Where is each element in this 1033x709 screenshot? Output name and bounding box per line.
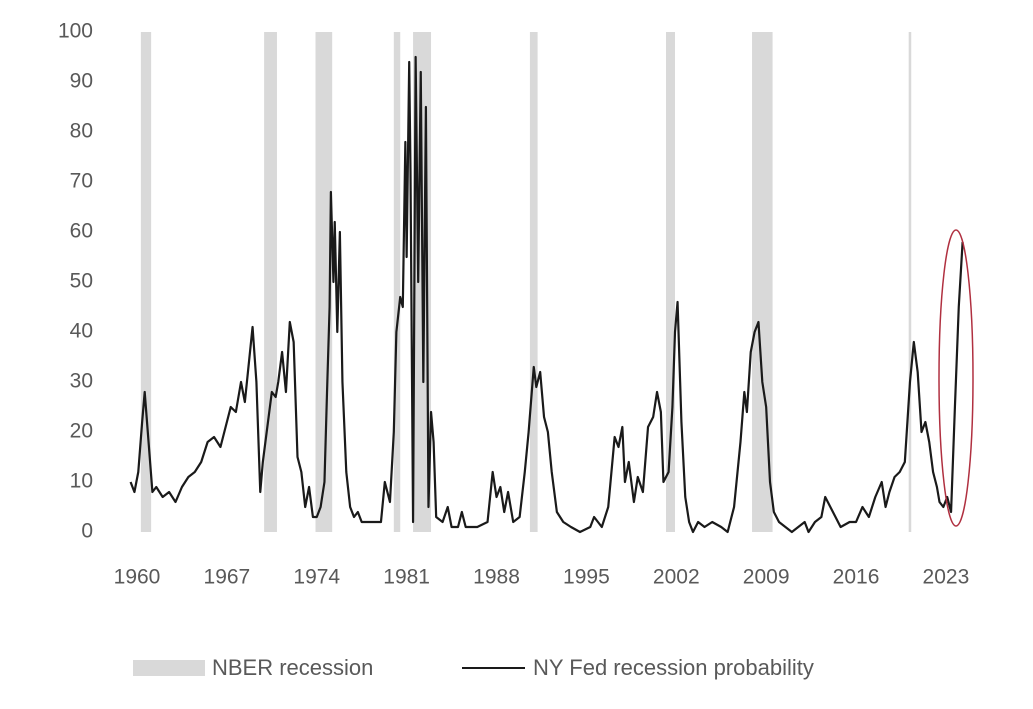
recession-band: [908, 32, 912, 532]
x-tick-label: 2016: [833, 566, 880, 589]
y-tick-label: 10: [70, 470, 93, 493]
x-tick-label: 2009: [743, 566, 790, 589]
legend-label: NBER recession: [212, 655, 373, 680]
recession-band: [264, 32, 277, 532]
recession-band: [666, 32, 675, 532]
y-tick-label: 50: [70, 270, 93, 293]
recession-band: [752, 32, 773, 532]
y-tick-label: 100: [58, 20, 93, 43]
recession-band: [393, 32, 401, 532]
recession-band: [140, 32, 152, 532]
x-tick-label: 2023: [923, 566, 970, 589]
x-tick-label: 1974: [293, 566, 340, 589]
x-tick-label: 1988: [473, 566, 520, 589]
y-tick-label: 30: [70, 370, 93, 393]
y-tick-label: 60: [70, 220, 93, 243]
highlight-ellipse: [938, 229, 974, 527]
x-tick-label: 1960: [114, 566, 161, 589]
legend-swatch-recession: [133, 660, 205, 676]
x-tick-label: 1967: [204, 566, 251, 589]
y-tick-label: 20: [70, 420, 93, 443]
recession-band: [315, 32, 333, 532]
probability-line: [129, 55, 964, 534]
recession-band: [529, 32, 538, 532]
legend-label: NY Fed recession probability: [533, 655, 814, 680]
y-tick-label: 90: [70, 70, 93, 93]
y-tick-label: 0: [81, 520, 93, 543]
y-tick-label: 40: [70, 320, 93, 343]
x-tick-label: 1981: [383, 566, 430, 589]
y-tick-label: 80: [70, 120, 93, 143]
x-tick-label: 1995: [563, 566, 610, 589]
y-tick-label: 70: [70, 170, 93, 193]
x-tick-label: 2002: [653, 566, 700, 589]
